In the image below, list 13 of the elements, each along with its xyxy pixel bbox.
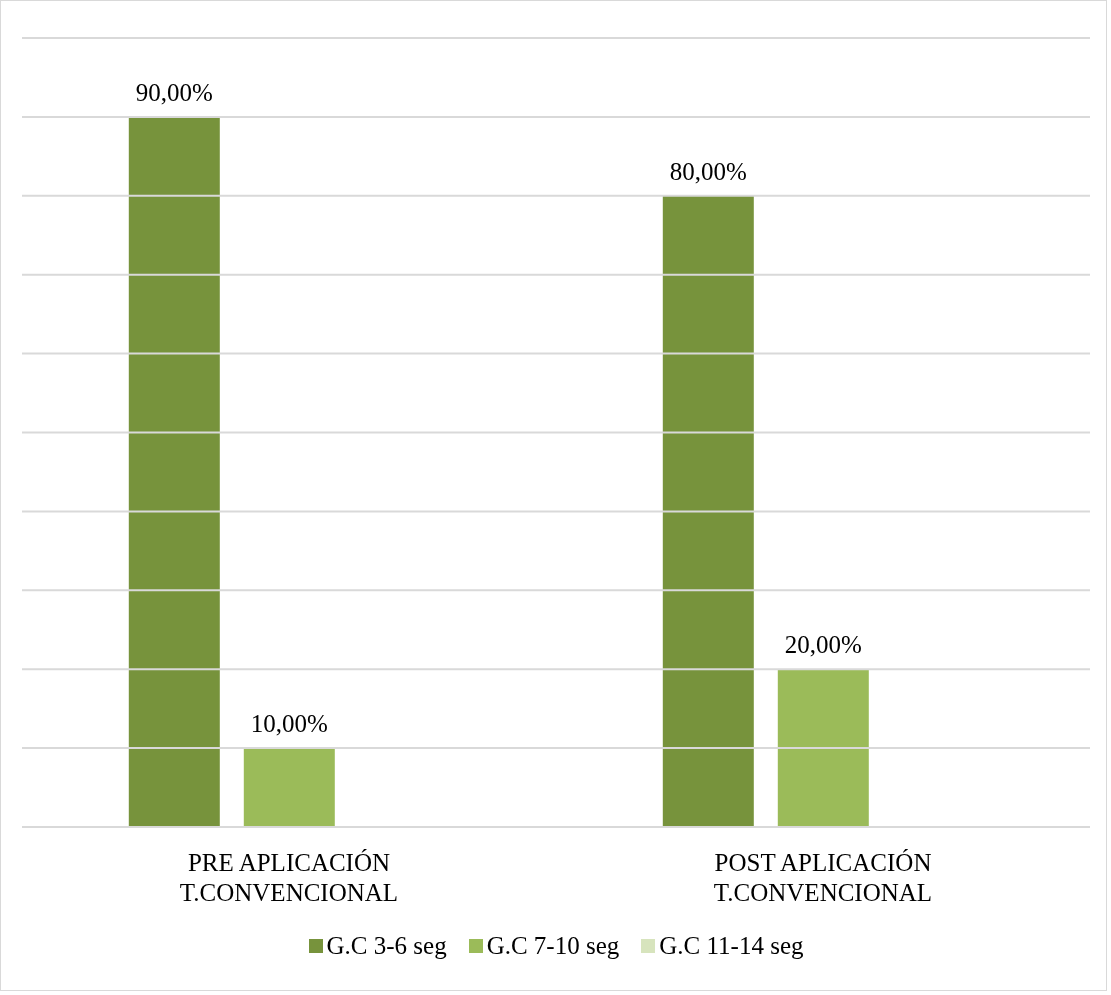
bar [128, 116, 220, 827]
bar [777, 669, 869, 827]
data-label: 80,00% [669, 157, 747, 185]
legend-label: G.C 11-14 seg [658, 932, 804, 960]
data-label: 10,00% [250, 710, 328, 738]
legend-label: G.C 7-10 seg [485, 932, 620, 960]
legend-label: G.C 3-6 seg [325, 932, 447, 960]
bar [243, 748, 335, 827]
data-label: 90,00% [135, 78, 213, 106]
x-tick-label: PRE APLICACIÓN T.CONVENCIONAL [179, 849, 399, 906]
x-tick-label: POST APLICACIÓN T.CONVENCIONAL [713, 849, 933, 906]
bar [662, 195, 754, 827]
data-label: 20,00% [784, 631, 862, 659]
